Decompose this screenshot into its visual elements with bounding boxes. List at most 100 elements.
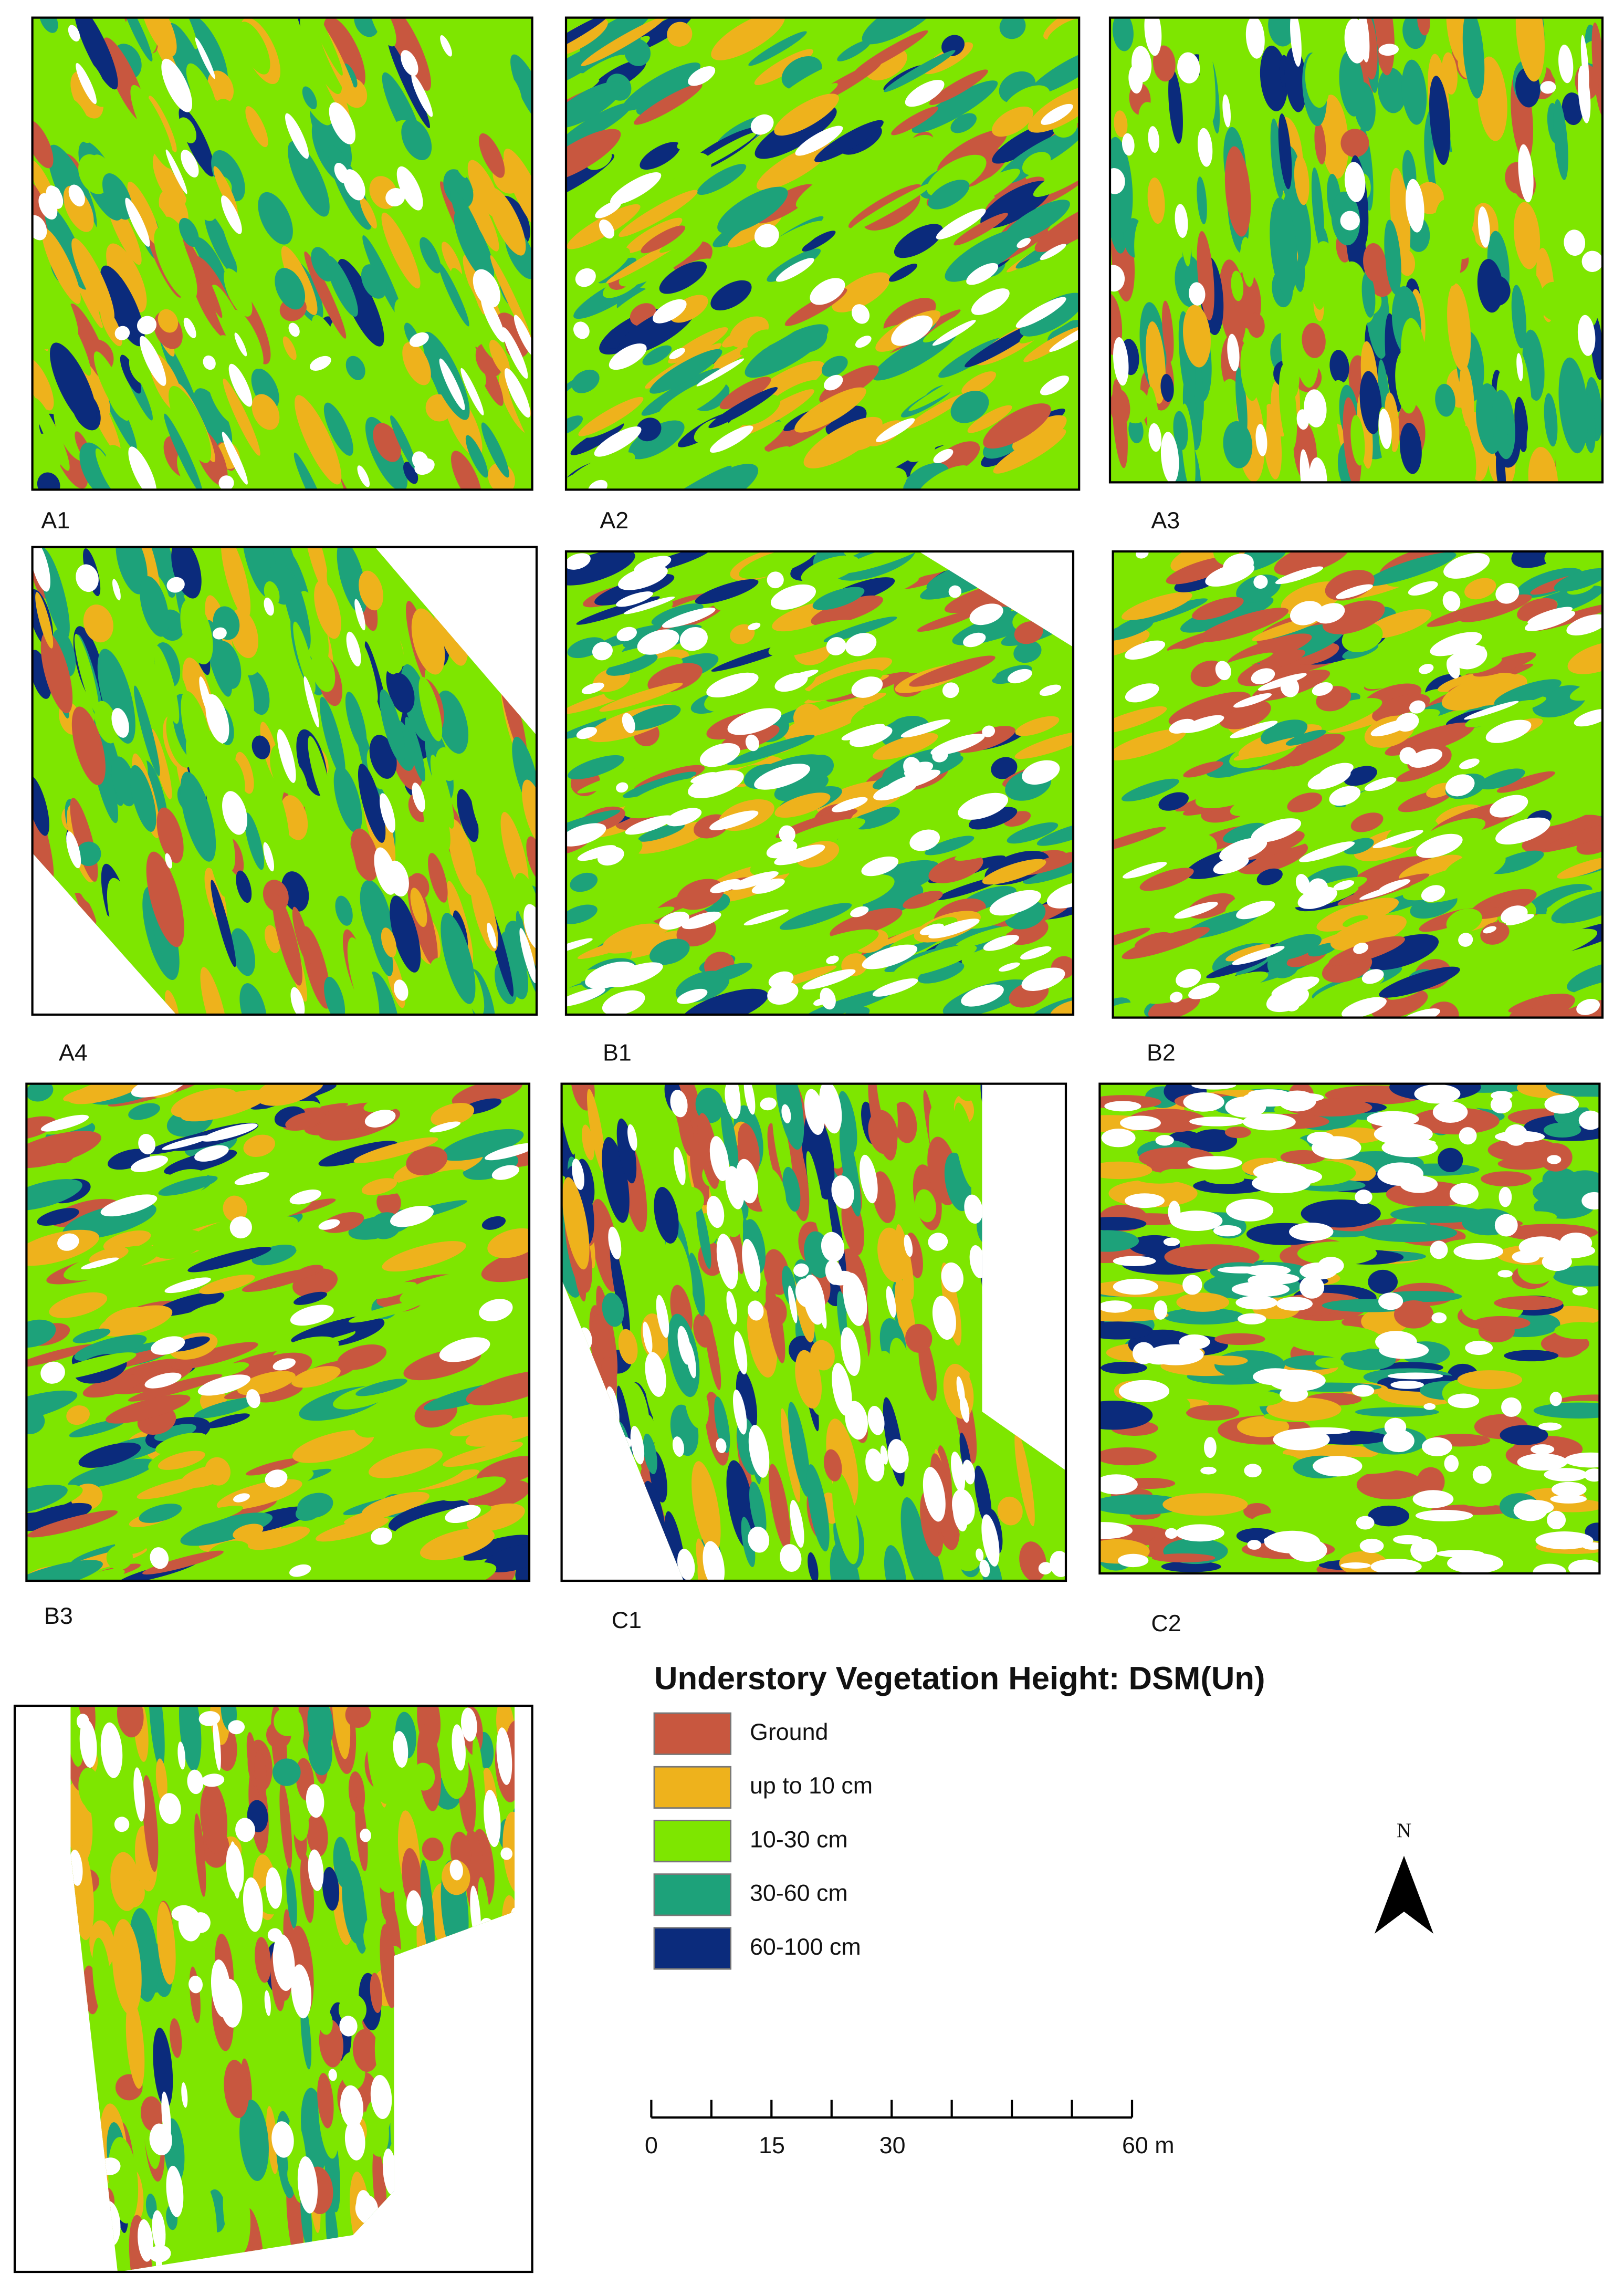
vegetation-patch [868, 1110, 898, 1154]
vegetation-patch [1441, 673, 1521, 711]
vegetation-patch [739, 551, 815, 579]
vegetation-patch [26, 1443, 53, 1469]
vegetation-patch [1099, 1447, 1157, 1466]
gap-patch [1406, 179, 1424, 233]
vegetation-patch [727, 735, 815, 765]
vegetation-patch [288, 44, 333, 126]
vegetation-patch [82, 1374, 143, 1398]
gap-patch [1295, 1427, 1350, 1435]
gap-patch [1535, 1531, 1594, 1550]
gap-patch [1247, 1540, 1262, 1550]
vegetation-patch [318, 2009, 333, 2035]
vegetation-patch [577, 761, 671, 794]
panel-frame [1108, 16, 1604, 484]
vegetation-patch [624, 38, 651, 66]
vegetation-patch [1544, 393, 1558, 447]
vegetation-patch [1390, 1206, 1487, 1223]
gap-patch [930, 734, 985, 756]
gap-patch [1578, 1110, 1600, 1130]
panel-frame [564, 550, 1075, 1016]
gap-patch [1504, 1124, 1528, 1146]
gap-patch [677, 988, 708, 1004]
gap-patch [1290, 17, 1302, 67]
vegetation-patch [774, 773, 829, 801]
vegetation-patch [719, 377, 771, 410]
vegetation-patch [26, 1503, 92, 1531]
gap-patch [803, 1275, 825, 1325]
gap-patch [566, 987, 605, 1007]
vegetation-patch [1330, 914, 1407, 951]
gap-patch [32, 215, 47, 241]
gap-patch [595, 201, 622, 218]
gap-patch [1187, 1156, 1242, 1170]
gap-patch [876, 418, 915, 442]
vegetation-patch [235, 752, 254, 794]
vegetation-patch [1153, 633, 1246, 665]
gap-patch [1505, 914, 1534, 925]
gap-patch [576, 727, 598, 739]
gap-patch [831, 797, 868, 812]
gap-patch [460, 1707, 477, 1742]
gap-patch [1342, 997, 1387, 1018]
vegetation-patch [794, 387, 866, 433]
vegetation-patch [216, 1479, 302, 1510]
gap-patch [1118, 1380, 1170, 1402]
vegetation-patch [780, 1408, 800, 1503]
gap-patch [670, 1090, 688, 1118]
vegetation-patch [1585, 1522, 1600, 1541]
vegetation-patch [1368, 1269, 1398, 1294]
vegetation-patch [164, 413, 203, 490]
vegetation-patch [297, 1493, 333, 1518]
vegetation-patch [171, 1088, 238, 1118]
vegetation-patch [832, 1472, 860, 1564]
legend-label: Ground [750, 1719, 828, 1745]
gap-patch [1021, 967, 1065, 991]
vegetation-patch [1099, 1217, 1147, 1231]
vegetation-patch [1511, 285, 1527, 349]
gap-patch [1255, 424, 1267, 456]
gap-patch [1299, 841, 1355, 862]
vegetation-patch [999, 17, 1026, 39]
gap-patch [496, 1727, 512, 1785]
vegetation-patch [205, 1413, 250, 1428]
gap-patch [344, 2120, 365, 2161]
gap-patch [1147, 1344, 1204, 1365]
gap-patch [1245, 17, 1265, 59]
gap-patch [1200, 1466, 1217, 1475]
vegetation-patch [130, 765, 156, 832]
vegetation-patch [1013, 641, 1042, 663]
vegetation-patch [1445, 152, 1461, 195]
gap-patch [1564, 230, 1586, 256]
vegetation-patch [83, 604, 113, 643]
vegetation-patch [1134, 215, 1162, 291]
gap-patch [1372, 830, 1423, 848]
gap-patch [1355, 1190, 1372, 1205]
gap-patch [1122, 133, 1135, 156]
gap-patch [130, 1155, 169, 1172]
vegetation-patch [1168, 692, 1251, 726]
vegetation-patch [1147, 969, 1237, 1004]
vegetation-patch [1167, 1442, 1204, 1467]
gap-patch [1501, 1397, 1522, 1417]
vegetation-patch [1230, 794, 1276, 816]
vegetation-patch [311, 650, 336, 692]
vegetation-patch [50, 342, 97, 426]
vegetation-patch [178, 875, 204, 907]
vegetation-patch [694, 464, 759, 490]
vegetation-patch [1128, 417, 1144, 444]
gap-patch [195, 37, 215, 79]
vegetation-patch [369, 1281, 417, 1299]
vegetation-patch [230, 928, 255, 976]
map-panel [32, 17, 532, 490]
gap-patch [1408, 748, 1442, 768]
gap-patch [188, 1976, 203, 1994]
vegetation-patch [561, 1083, 575, 1155]
vegetation-patch [106, 1545, 133, 1570]
gap-patch [588, 479, 607, 490]
gap-patch [679, 627, 708, 651]
gap-patch [112, 579, 121, 601]
vegetation-patch [616, 967, 699, 997]
vegetation-patch [32, 175, 51, 234]
vegetation-patch [602, 1292, 624, 1327]
vegetation-patch [78, 59, 108, 107]
